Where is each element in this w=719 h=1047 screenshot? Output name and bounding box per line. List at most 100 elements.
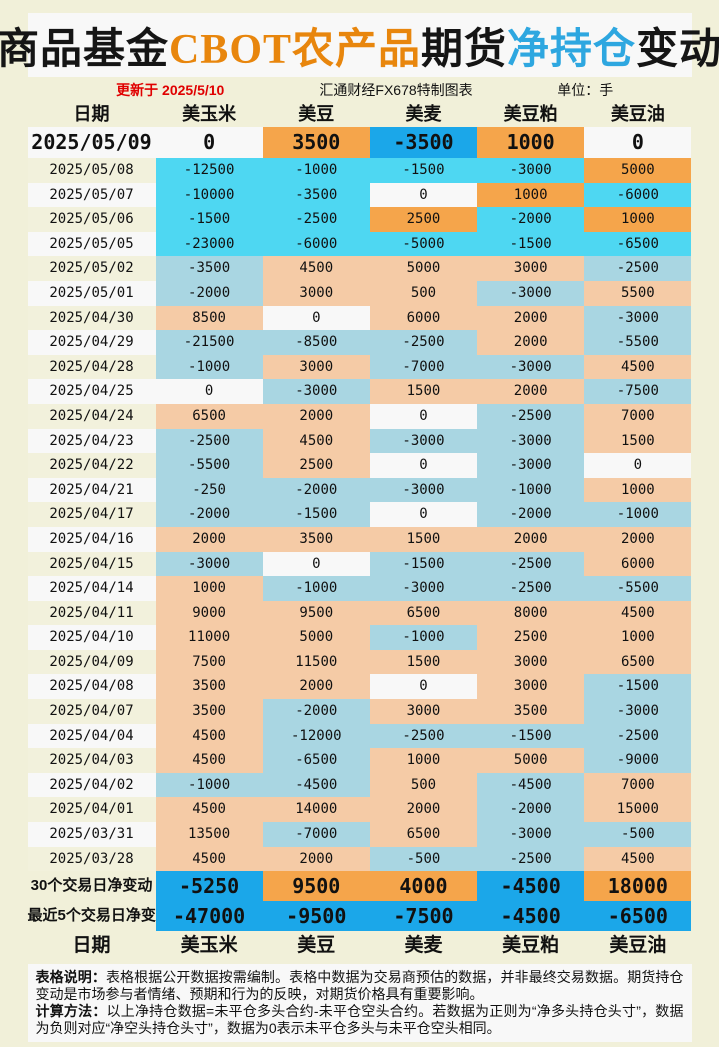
- table-row: 2025/04/11 9000 9500 6500 8000 4500: [27, 600, 692, 626]
- date-cell: 2025/04/01: [27, 797, 156, 823]
- summary-row: 30个交易日净变动 -5250 9500 4000 -4500 18000: [28, 871, 692, 902]
- value-cell: 6500: [584, 649, 692, 675]
- value-cell: -2500: [369, 330, 478, 355]
- footer-column-header-3: 美麦: [404, 935, 443, 957]
- table-row: 2025/04/07 3500 -2000 3000 3500 -3000: [27, 699, 692, 724]
- value-cell: 3500: [477, 699, 585, 724]
- value-cell: 500: [369, 280, 478, 306]
- value-cell: 5000: [477, 748, 585, 773]
- value-cell: -1000: [584, 502, 692, 527]
- value-cell: 11000: [155, 625, 263, 650]
- table-row: 2025/04/16 2000 3500 1500 2000 2000: [27, 526, 692, 552]
- value-cell: -4500: [262, 772, 370, 798]
- value-cell: 4500: [155, 748, 263, 773]
- value-cell: 8500: [155, 305, 263, 331]
- value-cell: -1500: [262, 502, 370, 527]
- value-cell: -3500: [262, 182, 370, 208]
- value-cell: -3000: [369, 576, 478, 601]
- value-cell: 2000: [477, 330, 585, 355]
- table-row: 2025/05/07 -10000 -3500 0 1000 -6000: [27, 182, 692, 208]
- value-cell: -23000: [155, 231, 263, 257]
- date-cell: 2025/05/01: [27, 280, 156, 306]
- value-cell: -7000: [369, 354, 478, 380]
- date-cell: 2025/04/22: [27, 453, 156, 478]
- unit-label: 单位：手: [557, 82, 614, 98]
- value-cell: 6500: [369, 822, 478, 847]
- value-cell: 14000: [262, 797, 370, 823]
- value-cell: 4500: [155, 846, 263, 872]
- table-row: 2025/04/17 -2000 -1500 0 -2000 -1000: [27, 502, 692, 527]
- table-body: 2025/05/09 0 3500 -3500 1000 0 2025/05/08 -1250…: [27, 127, 692, 872]
- value-cell: -3000: [155, 551, 263, 577]
- value-cell: -7500: [584, 379, 692, 404]
- page-title: 商品基金 CBOT农产品 期货 净持仓 变动: [0, 13, 719, 77]
- value-cell: 1500: [584, 428, 692, 454]
- value-cell: 2000: [262, 403, 370, 429]
- column-header-2: 美豆: [298, 104, 335, 124]
- value-cell: -3000: [584, 305, 692, 331]
- value-cell: 5000: [369, 256, 478, 281]
- footer-column-header-0: 日期: [72, 935, 111, 957]
- summary-value-cell: 9500: [262, 871, 370, 902]
- value-cell: 0: [369, 674, 478, 700]
- table-row: 2025/04/23 -2500 4500 -3000 -3000 1500: [27, 428, 692, 454]
- value-cell: -1000: [155, 772, 263, 798]
- value-cell: 6500: [369, 600, 478, 626]
- value-cell: -3000: [477, 822, 585, 847]
- date-cell: 2025/05/02: [27, 256, 156, 281]
- value-cell: 0: [369, 182, 478, 208]
- table-row: 2025/04/24 6500 2000 0 -2500 7000: [27, 403, 692, 429]
- date-cell: 2025/04/11: [27, 600, 156, 626]
- summary-value-cell: -47000: [155, 901, 263, 932]
- value-cell: -21500: [155, 330, 263, 355]
- value-cell: -3000: [477, 354, 585, 380]
- table-row: 2025/05/06 -1500 -2500 2500 -2000 1000: [27, 207, 692, 232]
- value-cell: -2500: [584, 723, 692, 749]
- date-cell: 2025/04/17: [27, 502, 156, 527]
- date-cell: 2025/04/21: [27, 477, 156, 503]
- value-cell: 13500: [155, 822, 263, 847]
- value-cell: 7000: [584, 403, 692, 429]
- value-cell: 3000: [477, 256, 585, 281]
- note-label-0: 表格说明：: [35, 969, 106, 986]
- value-cell: -1000: [369, 625, 478, 650]
- value-cell: -2500: [477, 551, 585, 577]
- value-cell: -4500: [477, 772, 585, 798]
- value-cell: 1000: [477, 127, 585, 158]
- date-cell: 2025/04/25: [27, 379, 156, 404]
- value-cell: 3000: [262, 280, 370, 306]
- column-header-3: 美麦: [405, 104, 442, 124]
- value-cell: -5000: [369, 231, 478, 257]
- value-cell: 5000: [262, 625, 370, 650]
- value-cell: -1500: [369, 158, 478, 183]
- date-cell: 2025/04/09: [27, 649, 156, 675]
- date-cell: 2025/04/29: [27, 330, 156, 355]
- value-cell: -6500: [262, 748, 370, 773]
- value-cell: 0: [262, 551, 370, 577]
- value-cell: 0: [369, 403, 478, 429]
- value-cell: -3000: [369, 477, 478, 503]
- column-header-1: 美玉米: [182, 104, 237, 124]
- footer-column-header-1: 美玉米: [180, 935, 238, 957]
- value-cell: -6500: [584, 231, 692, 257]
- title-segment-4: 变动: [636, 26, 719, 73]
- value-cell: 7000: [584, 772, 692, 798]
- value-cell: 1000: [584, 477, 692, 503]
- table-row: 2025/04/29 -21500 -8500 -2500 2000 -5500: [27, 330, 692, 355]
- table-footer-header: 日期 美玉米 美豆 美麦 美豆粕 美豆油: [28, 931, 692, 961]
- value-cell: -1500: [155, 207, 263, 232]
- summary-value-cell: -4500: [477, 871, 585, 902]
- value-cell: 15000: [584, 797, 692, 823]
- value-cell: 500: [369, 772, 478, 798]
- value-cell: 4500: [584, 846, 692, 872]
- date-cell: 2025/04/24: [27, 403, 156, 429]
- value-cell: -8500: [262, 330, 370, 355]
- date-cell: 2025/04/02: [27, 772, 156, 798]
- table-row: 2025/05/01 -2000 3000 500 -3000 5500: [27, 280, 692, 306]
- value-cell: 3000: [262, 354, 370, 380]
- value-cell: -3000: [262, 379, 370, 404]
- summary-label: 最近5个交易日净变动: [27, 907, 171, 925]
- date-cell: 2025/04/14: [27, 576, 156, 601]
- summary-label: 30个交易日净变动: [30, 877, 153, 895]
- summary-value-cell: -4500: [477, 901, 585, 932]
